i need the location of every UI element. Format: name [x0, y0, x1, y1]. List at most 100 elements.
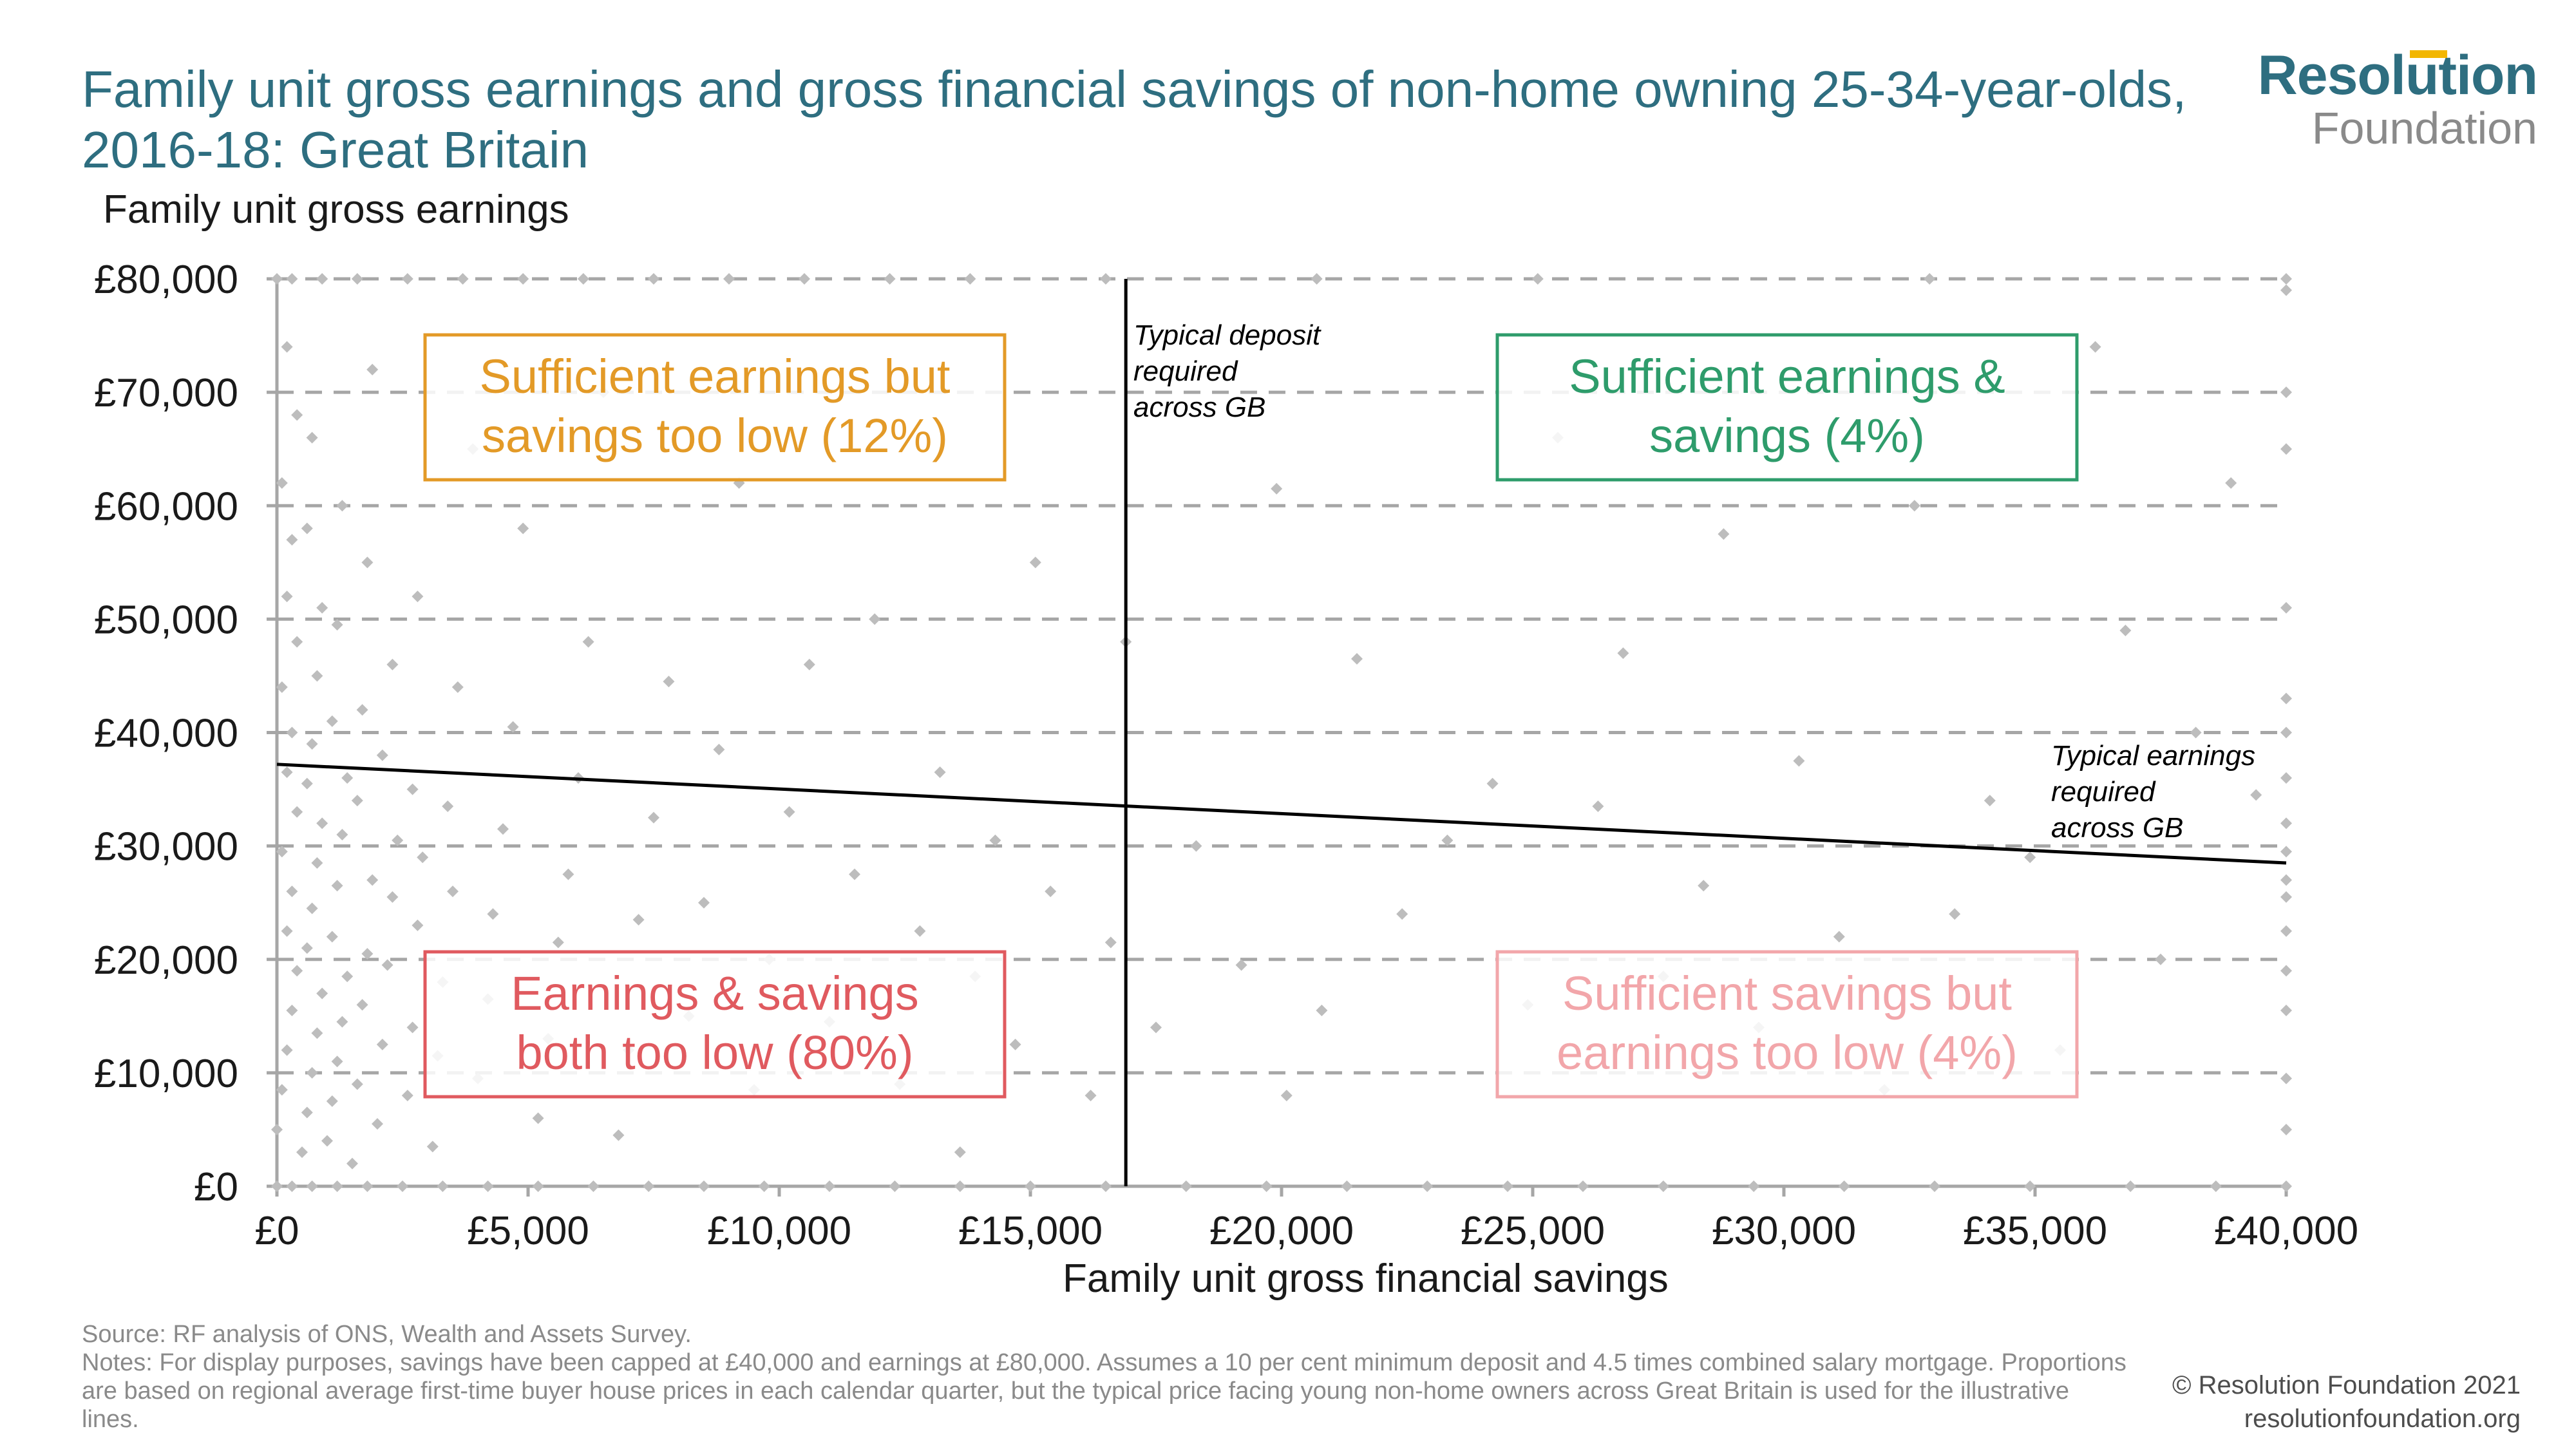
- data-point: [1084, 1090, 1097, 1102]
- data-point: [582, 636, 594, 648]
- data-point: [1833, 931, 1845, 943]
- data-point: [803, 658, 815, 670]
- data-point: [457, 273, 469, 285]
- data-point: [1235, 959, 1247, 971]
- data-point: [1311, 273, 1323, 285]
- data-point: [632, 914, 645, 926]
- data-point: [2280, 1180, 2292, 1192]
- data-point: [316, 817, 328, 829]
- y-tick-label: £70,000: [94, 371, 238, 415]
- x-tick-label: £0: [255, 1209, 299, 1253]
- copyright-line: © Resolution Foundation 2021: [2172, 1371, 2521, 1399]
- data-point: [306, 1066, 318, 1079]
- y-tick-label: £40,000: [94, 712, 238, 756]
- data-point: [648, 811, 659, 824]
- data-point: [2190, 726, 2202, 739]
- data-point: [336, 829, 348, 841]
- data-point: [417, 851, 429, 864]
- data-point: [386, 891, 399, 903]
- logo-subname: Foundation: [2311, 103, 2537, 153]
- data-point: [663, 676, 675, 688]
- data-point: [381, 959, 393, 971]
- data-point: [366, 874, 379, 886]
- x-tick-label: £35,000: [1963, 1209, 2107, 1253]
- data-point: [1421, 1180, 1434, 1192]
- logo-name: Resolution: [2257, 44, 2538, 106]
- data-point: [799, 273, 810, 285]
- website-link[interactable]: resolutionfoundation.org: [2244, 1405, 2521, 1433]
- data-point: [331, 619, 343, 631]
- data-point: [412, 591, 424, 603]
- data-point: [1396, 908, 1408, 920]
- data-point: [321, 1135, 333, 1147]
- data-point: [1984, 795, 1996, 807]
- data-point: [301, 777, 313, 790]
- notes-text: Notes: For display purposes, savings hav…: [82, 1349, 2126, 1433]
- data-point: [2280, 726, 2292, 739]
- data-point: [1150, 1021, 1162, 1034]
- data-point: [311, 857, 323, 869]
- data-point: [2024, 851, 2036, 864]
- data-point: [577, 273, 589, 285]
- data-point: [301, 522, 313, 535]
- deposit-annotation: Typical deposit: [1133, 319, 1321, 351]
- data-point: [386, 658, 399, 670]
- data-point: [643, 1180, 655, 1192]
- earnings-annotation: across GB: [2051, 812, 2183, 844]
- data-point: [552, 936, 564, 949]
- logo-accent-mark: [2410, 50, 2447, 58]
- quadrant-label-top-right: savings (4%): [1649, 409, 1925, 462]
- data-point: [1351, 653, 1363, 665]
- data-point: [532, 1180, 544, 1192]
- data-point: [331, 1180, 343, 1192]
- data-point: [451, 681, 464, 694]
- data-point: [1316, 1005, 1328, 1017]
- data-point: [276, 1084, 288, 1096]
- quadrant-label-bottom-left: Earnings & savings: [511, 967, 918, 1020]
- data-point: [326, 931, 338, 943]
- data-point: [2155, 953, 2166, 965]
- data-point: [341, 971, 354, 983]
- data-point: [2280, 386, 2292, 399]
- quadrant-labels: Sufficient earnings but savings too low (…: [423, 333, 2079, 1099]
- data-point: [1698, 880, 1710, 892]
- data-point: [2250, 789, 2262, 801]
- x-tick-label: £10,000: [707, 1209, 851, 1253]
- data-point: [783, 806, 795, 818]
- copyright-block: © Resolution Foundation 2021 resolutionf…: [2172, 1368, 2521, 1435]
- data-point: [276, 477, 288, 489]
- data-point: [2225, 477, 2237, 489]
- data-point: [884, 273, 896, 285]
- data-point: [1924, 273, 1936, 285]
- data-point: [698, 896, 710, 909]
- data-point: [934, 766, 946, 779]
- data-point: [447, 886, 459, 898]
- footer-notes: Source: RF analysis of ONS, Wealth and A…: [82, 1320, 2130, 1434]
- data-point: [1441, 834, 1454, 846]
- x-tick-label: £40,000: [2214, 1209, 2358, 1253]
- y-tick-label: £0: [194, 1165, 238, 1209]
- quadrant-box-top-right: [1495, 333, 2079, 482]
- data-point: [1009, 1038, 1021, 1050]
- data-point: [361, 947, 374, 960]
- data-point: [1280, 1090, 1293, 1102]
- deposit-annotation: across GB: [1133, 392, 1265, 423]
- data-point: [291, 806, 303, 818]
- y-tick-label: £60,000: [94, 484, 238, 529]
- quadrant-box-bottom-left: [423, 950, 1007, 1099]
- data-point: [286, 273, 298, 285]
- data-point: [316, 601, 328, 614]
- data-point: [397, 1180, 408, 1192]
- data-point: [1718, 528, 1730, 540]
- data-point: [281, 925, 293, 937]
- data-point: [361, 1180, 374, 1192]
- x-tick-label: £30,000: [1712, 1209, 1856, 1253]
- data-point: [1180, 1180, 1192, 1192]
- data-point: [1793, 755, 1805, 767]
- data-point: [331, 880, 343, 892]
- data-point: [954, 1146, 966, 1159]
- data-point: [2125, 1180, 2137, 1192]
- data-point: [889, 1180, 901, 1192]
- data-point: [271, 1180, 283, 1192]
